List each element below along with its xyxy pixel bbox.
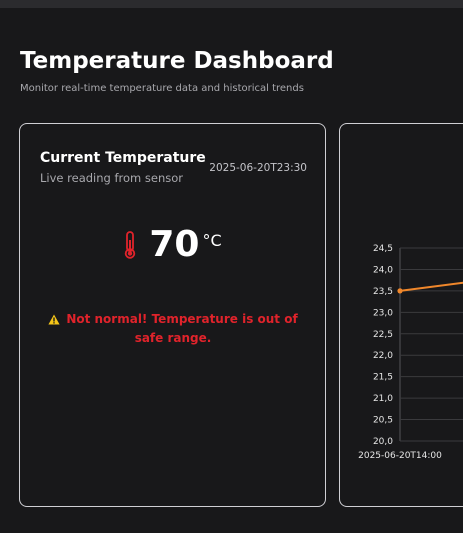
page-title: Temperature Dashboard [20, 48, 334, 74]
thermometer-icon [125, 231, 136, 259]
card-title: Current Temperature [40, 150, 206, 166]
temperature-value: 70 [149, 224, 200, 265]
temperature-unit: °C [202, 231, 222, 250]
y-tick-label: 21,5 [373, 373, 393, 383]
y-tick-label: 24,5 [373, 244, 393, 254]
warning-message: Not normal! Temperature is out of safe r… [48, 310, 298, 348]
warning-icon [48, 314, 60, 325]
y-tick-label: 23,0 [373, 308, 393, 318]
page-subtitle: Monitor real-time temperature data and h… [20, 83, 304, 94]
y-tick-label: 20,5 [373, 416, 393, 426]
warning-text: Not normal! Temperature is out of safe r… [66, 312, 298, 345]
y-tick-label: 22,5 [373, 330, 393, 340]
y-tick-label: 21,0 [373, 394, 393, 404]
y-tick-label: 24,0 [373, 265, 393, 275]
reading-timestamp: 2025-06-20T23:30 [209, 162, 307, 174]
y-tick-label: 22,0 [373, 351, 393, 361]
card-subtitle: Live reading from sensor [40, 171, 184, 185]
data-point [397, 288, 403, 294]
y-tick-label: 23,5 [373, 287, 393, 297]
y-tick-label: 20,0 [373, 437, 393, 447]
series-line [399, 281, 463, 292]
top-bar [0, 0, 463, 8]
current-temperature-card: Current Temperature Live reading from se… [19, 123, 326, 507]
temperature-history-card [339, 123, 463, 507]
x-tick-label: 2025-06-20T14:00 [358, 451, 442, 461]
temperature-reading: 70 °C [20, 222, 325, 268]
